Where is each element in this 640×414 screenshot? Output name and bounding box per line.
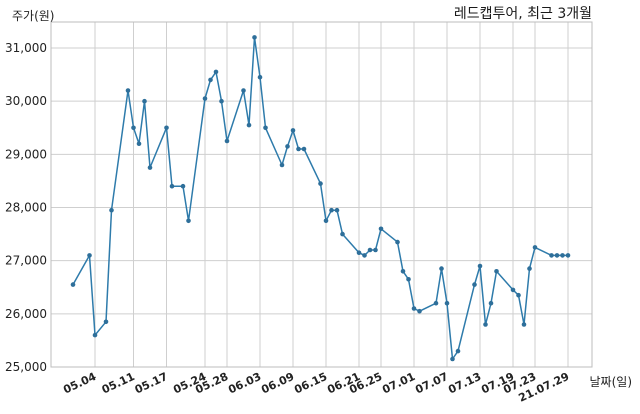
price-point	[477, 263, 483, 269]
price-point	[554, 253, 560, 258]
x-tick-label: 07.01	[380, 370, 417, 396]
y-tick-label: 30,000	[5, 94, 47, 108]
price-point	[510, 287, 516, 293]
price-point	[213, 69, 219, 75]
plot-frame	[50, 21, 593, 368]
price-point	[356, 250, 362, 255]
price-point	[400, 269, 406, 274]
price-point	[455, 348, 461, 354]
price-point	[92, 332, 98, 338]
y-axis-title: 주가(원)	[12, 9, 54, 23]
x-tick-label: 05.04	[61, 370, 98, 397]
chart-title: 레드캡투어, 최근 3개월	[454, 6, 592, 22]
price-point	[417, 308, 422, 314]
price-point	[367, 247, 373, 253]
x-axis-title: 날짜(일)	[590, 375, 632, 389]
price-markers	[70, 35, 571, 362]
x-tick-label: 05.11	[100, 370, 137, 396]
price-point	[532, 245, 538, 250]
x-tick-label: 06.03	[226, 370, 263, 396]
price-point	[252, 35, 257, 40]
price-point	[136, 141, 142, 146]
x-tick-label: 05.17	[133, 370, 170, 396]
price-point	[219, 98, 224, 104]
price-point	[378, 226, 384, 232]
price-point	[373, 247, 378, 253]
y-axis-tick-labels: 25,000 26,000 27,000 28,000 29,000 30,000 31,0…	[5, 41, 47, 374]
price-point	[565, 253, 571, 258]
y-tick-label: 29,000	[5, 147, 47, 161]
price-point	[334, 207, 340, 213]
price-point	[263, 125, 268, 131]
price-point	[257, 74, 263, 80]
price-point	[169, 183, 175, 189]
price-point	[395, 239, 400, 245]
price-point	[186, 218, 191, 224]
price-point	[472, 282, 477, 287]
y-tick-label: 27,000	[5, 254, 47, 268]
price-point	[131, 125, 136, 131]
price-point	[329, 207, 334, 213]
price-point	[516, 292, 521, 298]
price-point	[494, 269, 499, 274]
price-point	[323, 218, 329, 224]
x-tick-label: 06.15	[292, 370, 329, 396]
price-point	[433, 300, 439, 306]
x-tick-label: 07.13	[446, 370, 483, 396]
price-point	[224, 138, 230, 144]
price-point	[340, 231, 345, 237]
price-point	[296, 146, 301, 152]
price-point	[521, 322, 527, 327]
x-tick-label: 06.09	[259, 370, 296, 396]
price-point	[290, 128, 296, 133]
price-point	[439, 266, 444, 271]
price-point	[285, 144, 290, 149]
price-point	[246, 122, 252, 128]
price-point	[142, 98, 147, 104]
x-tick-label: 07.07	[413, 370, 450, 396]
price-point	[411, 306, 417, 311]
price-point	[444, 300, 450, 306]
price-point	[279, 162, 285, 168]
y-tick-label: 28,000	[5, 201, 47, 215]
price-point	[527, 266, 532, 271]
price-point	[103, 319, 109, 325]
price-point	[362, 253, 367, 258]
price-point	[164, 125, 169, 131]
price-point	[125, 88, 131, 93]
price-point	[560, 253, 565, 258]
price-point	[318, 181, 323, 186]
grid-layer	[51, 22, 592, 368]
price-point	[109, 207, 114, 213]
price-point	[70, 282, 76, 287]
y-tick-label: 25,000	[5, 360, 47, 374]
price-point	[549, 253, 554, 258]
price-point	[87, 253, 92, 258]
y-tick-label: 31,000	[5, 41, 47, 55]
price-point	[147, 165, 153, 170]
price-point	[483, 322, 488, 327]
price-point	[450, 356, 455, 362]
price-point	[241, 88, 246, 93]
price-point	[488, 300, 494, 306]
price-series-line	[72, 36, 568, 360]
price-point	[180, 183, 186, 189]
price-point	[202, 96, 208, 101]
y-tick-label: 26,000	[5, 307, 47, 321]
price-point	[406, 277, 411, 282]
price-point	[208, 77, 213, 83]
price-point	[301, 146, 307, 152]
